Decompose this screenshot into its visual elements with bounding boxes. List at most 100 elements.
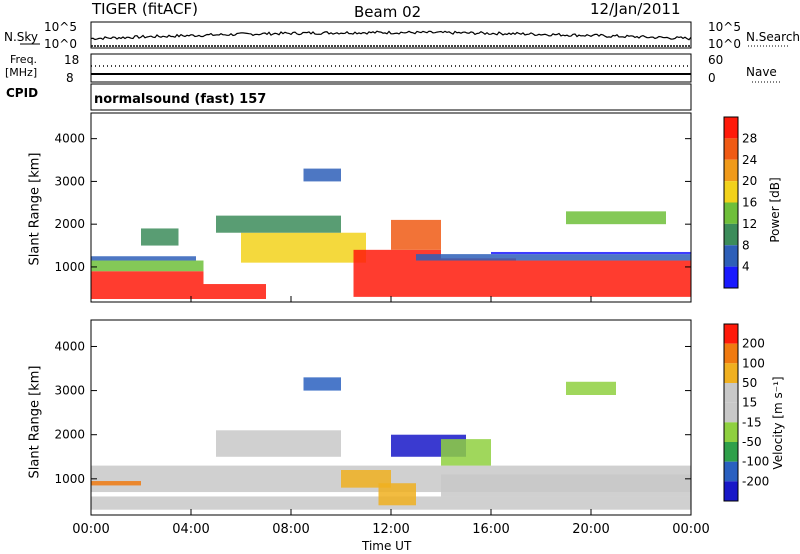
velocity-colorbar-tick-label: 15 [742, 396, 757, 410]
velocity-colorbar-tick-label: -200 [742, 474, 769, 488]
cpid-label: CPID [6, 86, 39, 100]
velocity-colorbar-swatch [724, 422, 738, 442]
power-cell [491, 251, 691, 255]
freq-panel [90, 53, 782, 83]
power-colorbar-outline [723, 116, 739, 289]
power-colorbar-tick-label: 4 [742, 260, 750, 274]
power-cell [416, 254, 691, 261]
freq-frame [90, 53, 692, 83]
freq-label: Freq. [10, 53, 38, 66]
xtick-label: 08:00 [272, 522, 309, 537]
power-cell [566, 211, 666, 225]
power-plot: 1000 2000 3000 4000 [54, 112, 692, 303]
velocity-cell [441, 439, 491, 466]
power-colorbar-swatch [724, 117, 738, 139]
nave-tick-low: 0 [708, 71, 716, 85]
power-cell [303, 168, 341, 182]
noise-tick-right-low: 10^0 [708, 37, 741, 51]
cpid-text: normalsound (fast) 157 [94, 92, 267, 107]
noise-tick-left-high: 10^5 [44, 20, 77, 34]
velocity-ytick-label: 2000 [54, 428, 85, 442]
velocity-cell [441, 474, 516, 497]
freq-unit-label: [MHz] [5, 66, 38, 79]
velocity-colorbar-swatch [724, 402, 738, 423]
velocity-colorbar: 200 100 50 15 -15 -50 -100 -200 [723, 323, 769, 502]
velocity-colorbar-swatch [724, 324, 738, 344]
nave-tick-high: 60 [708, 53, 724, 67]
power-colorbar-tick-label: 20 [742, 174, 757, 188]
power-ytick-label: 4000 [54, 132, 85, 146]
power-cell [91, 260, 204, 272]
power-ytick-label: 2000 [54, 217, 85, 231]
velocity-cell [516, 474, 691, 497]
nsky-trace [90, 30, 692, 41]
freq-tick-low: 8 [66, 71, 74, 85]
noise-frame [90, 21, 692, 49]
nsky-label: N.Sky [4, 30, 39, 44]
power-cell [203, 284, 266, 300]
x-ticks: 00:00 04:00 08:00 12:00 16:00 20:00 00:00 [72, 296, 710, 537]
velocity-colorbar-swatch [724, 442, 738, 462]
power-colorbar-swatch [724, 266, 738, 288]
velocity-colorbar-tick-label: -50 [742, 435, 762, 449]
xaxis-label: Time UT [362, 539, 412, 553]
nsearch-label: N.Search [746, 30, 800, 44]
power-colorbar-swatch [724, 202, 738, 224]
velocity-cell [303, 377, 341, 391]
velocity-plot: 1000 2000 3000 4000 [54, 319, 692, 516]
xtick-label: 16:00 [472, 522, 509, 537]
power-colorbar-swatch [724, 181, 738, 203]
power-cell [441, 258, 516, 297]
velocity-ytick-label: 1000 [54, 472, 85, 486]
velocity-cell [566, 381, 616, 395]
noise-tick-right-high: 10^5 [708, 20, 741, 34]
velocity-colorbar-swatch [724, 383, 738, 403]
velocity-colorbar-swatch [724, 461, 738, 482]
velocity-colorbar-swatch [724, 343, 738, 364]
velocity-colorbar-swatch [724, 363, 738, 383]
power-cell [141, 228, 179, 246]
velocity-colorbar-tick-label: -100 [742, 455, 769, 469]
xtick-label: 00:00 [672, 522, 709, 537]
power-colorbar-tick-label: 16 [742, 196, 757, 210]
velocity-cell [378, 483, 416, 506]
freq-tick-high: 18 [64, 53, 80, 67]
xtick-label: 04:00 [172, 522, 209, 537]
power-cell [391, 219, 441, 250]
power-colorbar-tick-label: 12 [742, 217, 757, 231]
power-colorbar-tick-label: 28 [742, 131, 757, 145]
power-cell [241, 232, 366, 263]
noise-panel [20, 21, 790, 49]
power-colorbar-swatch [724, 138, 738, 160]
nave-label: Nave [746, 65, 777, 79]
velocity-colorbar-tick-label: 200 [742, 337, 765, 351]
xtick-label: 20:00 [572, 522, 609, 537]
date-title: 12/Jan/2011 [590, 0, 681, 18]
velocity-ytick-label: 4000 [54, 339, 85, 353]
beam-title: Beam 02 [354, 3, 422, 21]
cpid-frame [90, 83, 692, 111]
power-colorbar-tick-label: 24 [742, 153, 757, 167]
velocity-colorbar-swatch [724, 481, 738, 501]
radar-title: TIGER (fitACF) [92, 0, 199, 18]
power-cell [516, 260, 691, 297]
velocity-colorbar-tick-label: 100 [742, 356, 765, 370]
velocity-colorbar-tick-label: -15 [742, 415, 762, 429]
power-colorbar-tick-label: 8 [742, 238, 750, 252]
power-ytick-label: 1000 [54, 260, 85, 274]
noise-tick-left-low: 10^0 [44, 37, 77, 51]
power-colorbar-swatch [724, 159, 738, 182]
velocity-cell [91, 481, 141, 486]
velocity-ytick-label: 3000 [54, 384, 85, 398]
power-colorbar-swatch [724, 245, 738, 267]
power-colorbar: 28 24 20 16 12 8 4 [723, 116, 757, 289]
velocity-cell [216, 430, 341, 457]
power-colorbar-swatch [724, 223, 738, 246]
power-cell [216, 215, 341, 233]
velocity-colorbar-tick-label: 50 [742, 376, 757, 390]
xtick-label: 12:00 [372, 522, 409, 537]
power-ytick-label: 3000 [54, 174, 85, 188]
cpid-panel [90, 83, 692, 111]
power-cell [91, 271, 204, 300]
